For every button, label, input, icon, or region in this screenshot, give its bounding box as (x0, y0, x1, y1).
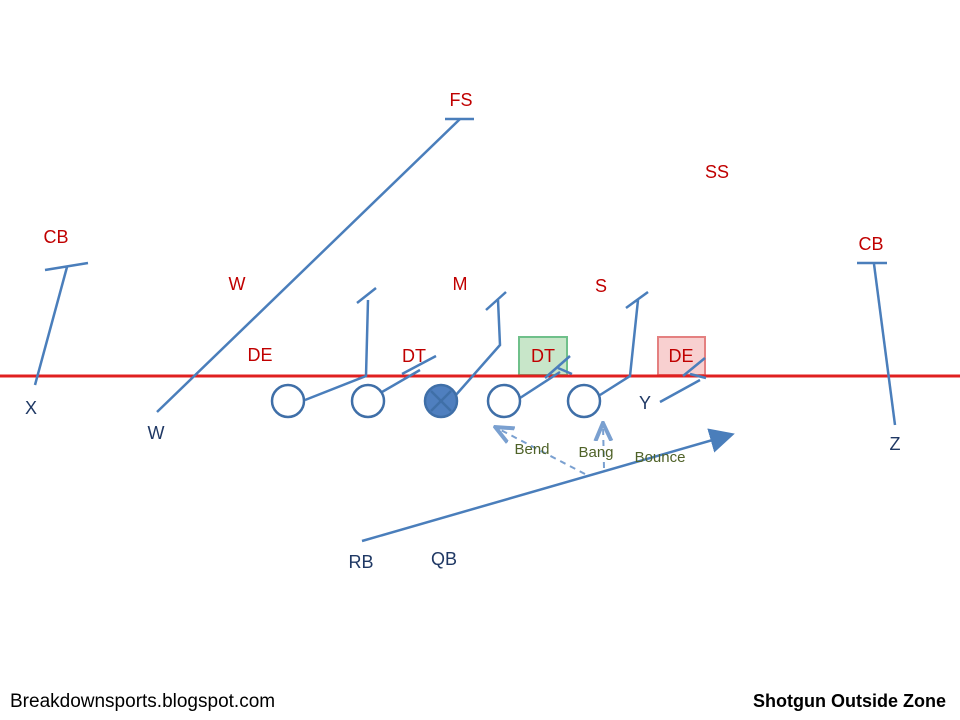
defender-label: CB (858, 234, 883, 254)
footer-title: Shotgun Outside Zone (753, 691, 946, 711)
footer-source: Breakdownsports.blogspot.com (10, 691, 275, 712)
rb-paths (361, 425, 735, 543)
defender-label: DT (402, 346, 426, 366)
defender-label: CB (43, 227, 68, 247)
offense-label: RB (348, 552, 373, 572)
blocking-assignments (33, 117, 897, 426)
offense-label: Y (639, 393, 651, 413)
path-label: Bend (514, 441, 549, 458)
defender-label: M (453, 274, 468, 294)
offense-label: QB (431, 549, 457, 569)
defender-label: FS (449, 90, 472, 110)
offense-label: W (148, 423, 165, 443)
offense-label: X (25, 398, 37, 418)
defender-label: SS (705, 162, 729, 182)
defender-label: W (229, 274, 246, 294)
defender-label: DE (247, 345, 272, 365)
path-label: Bang (578, 444, 613, 461)
path-label: Bounce (635, 449, 686, 466)
offensive-line (270, 383, 602, 419)
defender-label: DE (668, 346, 693, 366)
offense-label: Z (890, 434, 901, 454)
defender-label: DT (531, 346, 555, 366)
defender-label: S (595, 276, 607, 296)
